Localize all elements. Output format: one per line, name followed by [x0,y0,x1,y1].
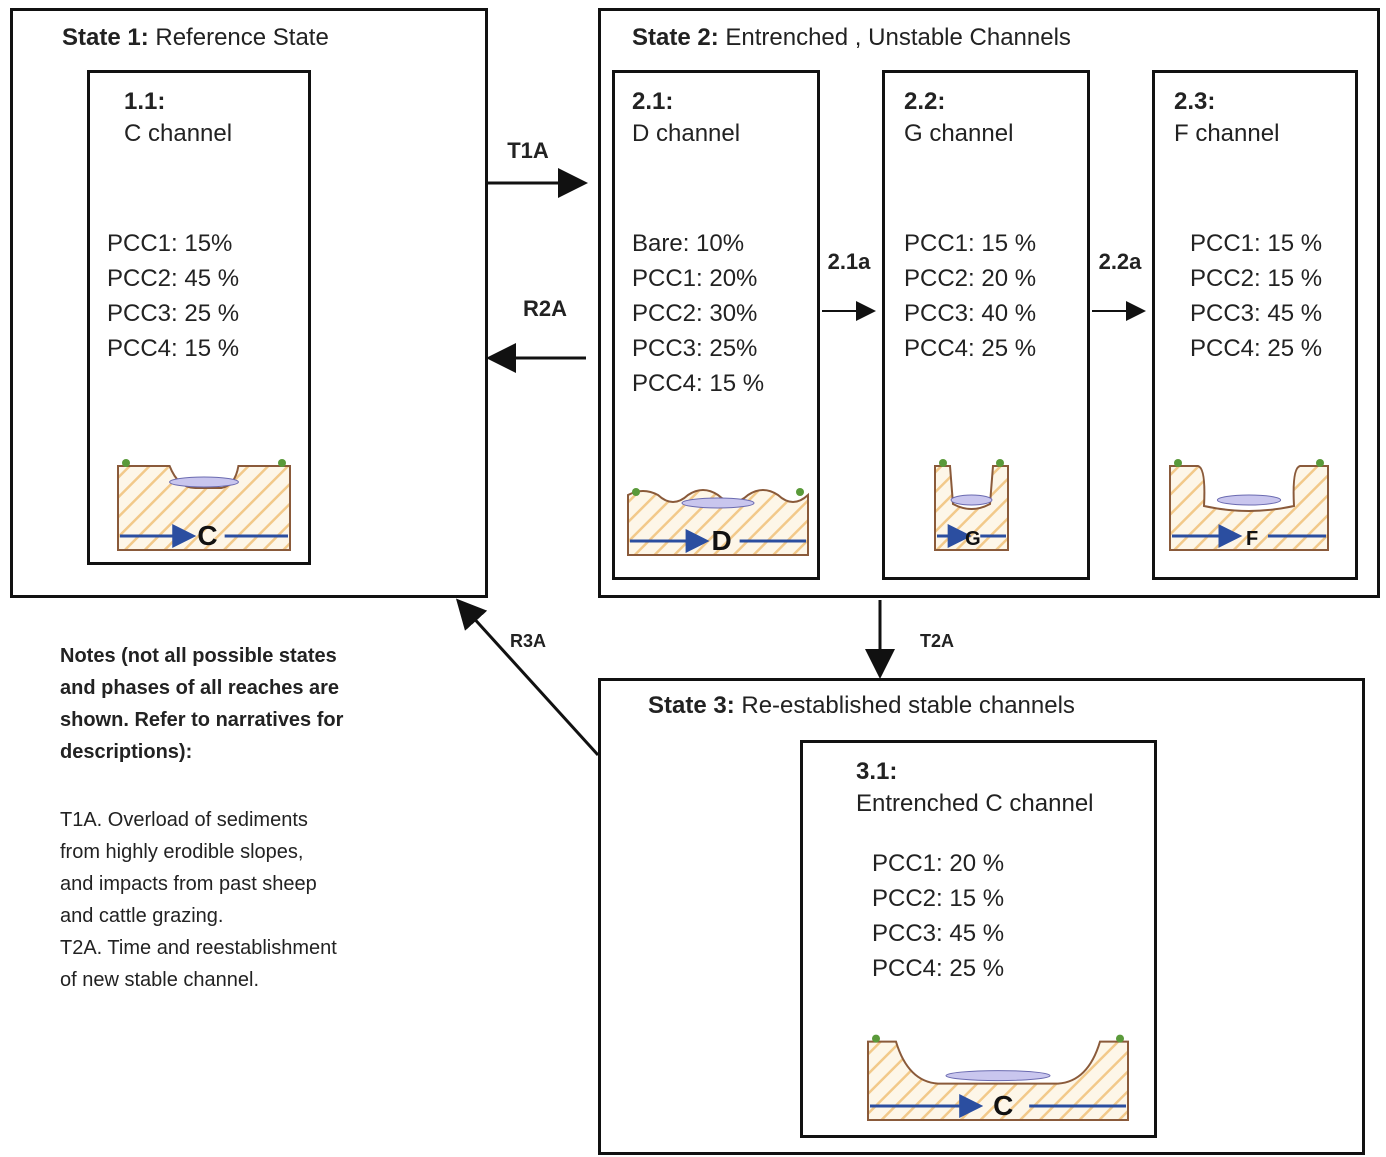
vegetation [1116,1034,1124,1043]
ground [627,489,809,556]
cover-line: PCC1: 20 % [872,850,1005,877]
state-box [598,8,1380,598]
state-name: Entrenched , Unstable Channels [725,24,1071,51]
state-name: Re-established stable channels [741,692,1075,719]
state-label: State 3: [648,692,735,719]
cover-line: PCC2: 15 % [1190,265,1323,292]
channel-sketch: C [117,459,291,551]
state-heading: State 3: Re-established stable channels [648,692,1075,720]
phase-id: 1.1: [124,88,166,115]
vegetation [632,488,640,496]
phase-name: F channel [1174,120,1280,147]
state-box [10,8,488,598]
channel-type-letter: G [965,528,981,550]
cover-line: PCC3: 45 % [1190,300,1323,327]
channel-type-letter: C [993,1090,1013,1121]
cover-line: PCC3: 40 % [904,300,1037,327]
transition-label: 2.1a [827,249,871,274]
phase-id: 3.1: [856,758,898,785]
notes-item: of new stable channel. [60,969,260,991]
notes-heading: Notes (not all possible states [60,645,337,667]
ground [1169,465,1329,551]
state-name: Reference State [155,24,329,51]
cover-line: PCC4: 25 % [1190,335,1323,362]
vegetation [1316,459,1324,467]
phase-id: 2.3: [1174,88,1216,115]
cover-line: PCC1: 15% [107,230,233,257]
cover-line: PCC1: 15 % [1190,230,1323,257]
phase-box [612,70,820,580]
cover-line: PCC4: 15 % [107,335,240,362]
phase-id: 2.1: [632,88,674,115]
state-heading: State 2: Entrenched , Unstable Channels [632,24,1071,52]
cover-line: PCC4: 25 % [904,335,1037,362]
phase-box [1152,70,1358,580]
phase-name: D channel [632,120,741,147]
notes-item: T1A. Overload of sediments [60,809,308,831]
notes-item: T2A. Time and reestablishment [60,937,337,959]
vegetation [1174,459,1182,467]
cover-line: PCC4: 25 % [872,955,1005,982]
cover-line: PCC1: 20% [632,265,758,292]
notes-heading: descriptions): [60,741,193,763]
cover-line: PCC1: 15 % [904,230,1037,257]
cover-line: PCC3: 25% [632,335,758,362]
phase-id: 2.2: [904,88,946,115]
channel-sketch: D [627,488,809,556]
channel-type-letter: D [711,525,731,556]
channel-sketch: G [934,459,1009,551]
arrows [455,168,1146,757]
channel-sketch: F [1169,459,1329,551]
transition-label: T2A [919,631,955,651]
arrow-r3a [455,598,600,757]
notes-item: and cattle grazing. [60,905,224,927]
state-box [598,678,1365,1155]
phase-box [87,70,311,565]
phase-name: G channel [904,120,1014,147]
phase-box [882,70,1090,580]
cover-line: PCC2: 15 % [872,885,1005,912]
channel-sketch: C [867,1034,1129,1121]
vegetation [996,459,1004,467]
water [945,1070,1051,1082]
water [169,476,239,488]
transition-label: T1A [507,138,549,163]
phase-name: Entrenched C channel [856,790,1094,817]
water [1216,494,1282,506]
cover-line: PCC3: 25 % [107,300,240,327]
transition-label: R3A [509,631,547,651]
transition-label: 2.2a [1098,249,1142,274]
ground [867,1040,1129,1121]
cover-line: PCC4: 15 % [632,370,765,397]
notes-item: from highly erodible slopes, [60,841,304,863]
phase-box [800,740,1157,1138]
transition-label: R2A [522,296,568,321]
notes-heading: shown. Refer to narratives for [60,709,344,731]
notes-item: and impacts from past sheep [60,873,317,895]
vegetation [796,488,804,496]
state-label: State 1: [62,24,149,51]
channel-type-letter: F [1246,528,1258,550]
cover-line: Bare: 10% [632,230,745,257]
cover-line: PCC2: 45 % [107,265,240,292]
vegetation [939,459,947,467]
channel-type-letter: C [197,520,217,551]
notes-heading: and phases of all reaches are [60,677,340,699]
cover-line: PCC3: 45 % [872,920,1005,947]
phase-name: C channel [124,120,233,147]
water [681,497,755,509]
cover-line: PCC2: 30% [632,300,758,327]
cover-line: PCC2: 20 % [904,265,1037,292]
vegetation [278,459,286,467]
vegetation [122,459,130,467]
state-heading: State 1: Reference State [62,24,329,52]
state-label: State 2: [632,24,719,51]
vegetation [872,1034,880,1043]
water [950,494,993,506]
ground [117,465,291,551]
